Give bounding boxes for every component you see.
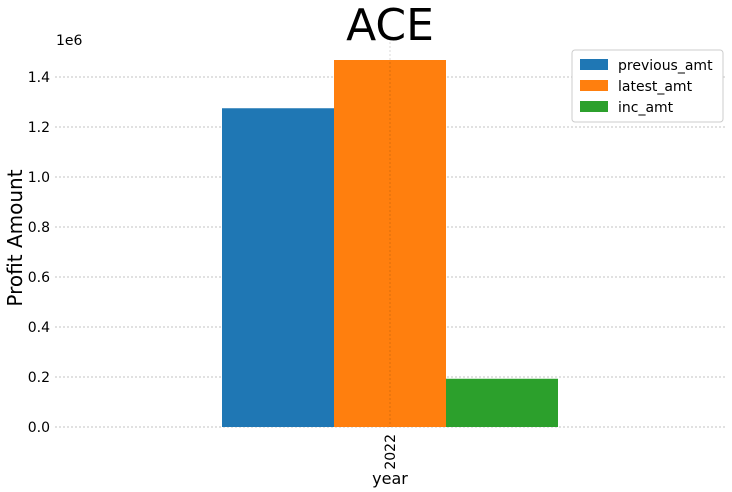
bar-inc_amt	[446, 378, 558, 427]
bars	[222, 60, 558, 427]
y-tick-label: 0.0	[28, 420, 50, 436]
x-tick-label: 2022	[383, 434, 399, 470]
x-axis-label: year	[372, 469, 408, 488]
legend-swatch-inc_amt	[580, 101, 608, 112]
y-axis-label: Profit Amount	[3, 169, 27, 306]
y-tick-label: 0.4	[28, 320, 50, 336]
y-tick-label: 1.4	[28, 70, 50, 86]
legend: previous_amt latest_amt inc_amt	[571, 49, 724, 123]
legend-box	[571, 49, 724, 123]
bar-latest_amt	[334, 60, 446, 427]
bar-previous_amt	[222, 108, 334, 427]
x-tick-labels: 2022	[383, 434, 399, 470]
legend-label-previous_amt: previous_amt	[618, 58, 713, 74]
y-tick-label: 0.2	[28, 370, 50, 386]
legend-label-inc_amt: inc_amt	[618, 100, 674, 116]
y-tick-label: 1.0	[28, 170, 50, 186]
y-tick-label: 1.2	[28, 120, 50, 136]
legend-swatch-previous_amt	[580, 59, 608, 70]
y-tick-label: 0.8	[28, 220, 50, 236]
legend-swatch-latest_amt	[580, 80, 608, 91]
y-tick-labels: 0.0 0.2 0.4 0.6 0.8 1.0 1.2 1.4	[28, 70, 50, 436]
y-tick-label: 0.6	[28, 270, 50, 286]
y-axis-offset-label: 1e6	[56, 33, 83, 49]
chart-title: ACE	[346, 0, 434, 51]
legend-label-latest_amt: latest_amt	[618, 79, 693, 95]
